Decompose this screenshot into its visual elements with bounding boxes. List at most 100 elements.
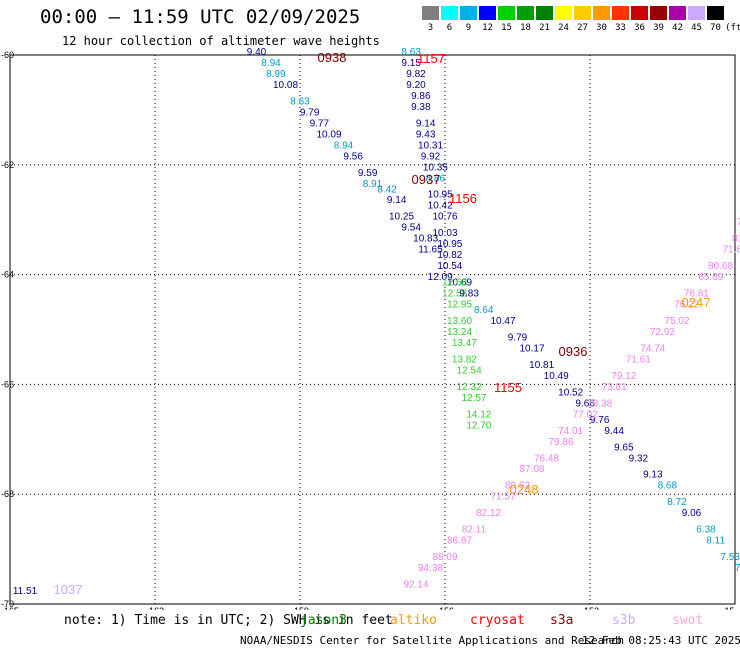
legend-label: 27 [577, 23, 588, 33]
wave-height-label: 7.53 [720, 552, 740, 563]
wave-height-label: 8.11 [706, 536, 725, 547]
wave-height-label: 77.02 [573, 409, 598, 420]
lon-tick-label: -15 [721, 606, 734, 610]
lat-tick-label: -66 [1, 379, 14, 389]
map-subtitle: 12 hour collection of altimeter wave hei… [62, 34, 380, 48]
wave-height-label: 13.82 [452, 354, 477, 365]
wave-height-label: 10.82 [437, 250, 462, 261]
wave-height-label: 10.09 [316, 129, 341, 140]
legend-label: 21 [539, 23, 550, 33]
wave-height-label: 13.60 [447, 316, 472, 327]
legend-label: 30 [596, 23, 607, 33]
wave-height-label: 9.43 [416, 129, 436, 140]
legend-swatch [574, 6, 591, 20]
wave-height-label: 14.12 [466, 409, 491, 420]
wave-height-label: 10.95 [437, 239, 462, 250]
wave-height-label: 65.89 [698, 272, 723, 283]
legend-label: 18 [520, 23, 531, 33]
wave-height-label: 80.68 [708, 261, 733, 272]
legend-swatch [631, 6, 648, 20]
wave-height-label: 10.35 [423, 162, 448, 173]
wave-height-label: 9.14 [387, 195, 407, 206]
wave-height-label: 8.86 [426, 173, 446, 184]
wave-height-label: 11.51 [13, 586, 38, 597]
wave-height-label: 8.72 [667, 497, 687, 508]
satellite-jason3: jason3 [300, 613, 347, 628]
wave-height-label: 10.31 [418, 140, 443, 151]
pass-time-label: 0247 [682, 295, 711, 310]
wave-height-label: 12.68 [442, 278, 467, 289]
wave-height-label: 9.83 [459, 289, 479, 300]
wave-height-label: 73.94 [737, 217, 740, 228]
wave-height-label: 9.20 [406, 80, 426, 91]
wave-height-label: 8.42 [377, 184, 397, 195]
wave-height-label: 86.87 [447, 536, 472, 547]
wave-height-label: 9.40 [247, 47, 267, 58]
lat-tick-label: -70 [1, 599, 14, 609]
wave-height-label: 12.70 [466, 420, 491, 431]
wave-height-label: 9.13 [643, 470, 663, 481]
wave-height-label: 88.09 [432, 552, 457, 563]
wave-height-label: 9.14 [416, 118, 436, 129]
wave-height-label: 9.92 [421, 151, 441, 162]
wave-height-label: 9.65 [614, 442, 634, 453]
wave-height-label: 10.95 [428, 190, 453, 201]
wave-height-label: 74.01 [558, 426, 583, 437]
wave-height-label: 9.32 [629, 453, 649, 464]
wave-height-label: 9.82 [406, 69, 426, 80]
altimeter-tracks: 9.408.948.9910.088.639.799.7710.098.949.… [247, 47, 740, 591]
wave-height-label: 7.62 [735, 563, 740, 574]
wave-height-label: 94.38 [418, 563, 443, 574]
wave-height-label: 8.63 [401, 47, 421, 58]
credit-line: NOAA/NESDIS Center for Satellite Applica… [240, 634, 625, 647]
wave-height-label: 74.74 [640, 343, 665, 354]
wave-height-map: -165 -162 -159 -156 -153 -15 -60 -62 -64 -66 -68 -7… [1, 47, 740, 610]
wave-height-label: 9.56 [343, 151, 363, 162]
wave-height-label: 10.08 [273, 80, 298, 91]
wave-height-label: 10.69 [447, 278, 472, 289]
wave-height-label: 10.49 [544, 371, 569, 382]
wave-height-label: 10.42 [428, 201, 453, 212]
wave-height-label: 9.79 [300, 107, 320, 118]
pass-time-label: 1155 [494, 380, 522, 395]
pass-time-label: 1156 [449, 191, 477, 206]
wave-height-label: 9.15 [401, 58, 421, 69]
pass-time-label: 0937 [412, 172, 441, 187]
map-grid: -165 -162 -159 -156 -153 -15 -60 -62 -64 -66 -68 -7… [1, 50, 736, 610]
time-labels: 0938 1157 0937 1156 0936 1155 0247 0248 1037 11.5… [13, 50, 711, 597]
lat-tick-label: -62 [1, 160, 14, 170]
legend-swatch [498, 6, 515, 20]
legend-label: 12 [482, 23, 493, 33]
legend-label: 33 [615, 23, 626, 33]
lat-tick-label: -64 [1, 270, 14, 280]
wave-height-label: 76.22 [674, 300, 699, 311]
lon-tick-label: -165 [1, 606, 19, 610]
wave-height-label: 8.64 [474, 305, 494, 316]
pass-time-label: 0938 [318, 50, 347, 65]
wave-height-label: 10.54 [437, 261, 462, 272]
wave-height-label: 72.92 [650, 327, 675, 338]
lon-tick-label: -153 [581, 606, 599, 610]
wave-height-label: 10.76 [432, 212, 457, 223]
wave-height-label: 92.14 [403, 580, 428, 591]
legend-unit: (ft) [725, 23, 740, 33]
wave-height-label: 82.12 [476, 508, 501, 519]
legend-swatch [479, 6, 496, 20]
legend-label: 3 [427, 23, 434, 33]
wave-height-label: 12.54 [457, 365, 482, 376]
legend-swatch [707, 6, 724, 20]
wave-height-label: 12.95 [447, 300, 472, 311]
satellite-s3b: s3b [612, 613, 636, 628]
wave-height-label: 8.99 [266, 69, 286, 80]
wave-height-label: 13.47 [452, 338, 477, 349]
wave-height-label: 71.57 [490, 492, 515, 503]
wave-height-label: 13.24 [447, 327, 472, 338]
legend-swatch [669, 6, 686, 20]
map-title: 00:00 – 11:59 UTC 02/09/2025 [40, 6, 361, 28]
satellite-s3a: s3a [550, 613, 574, 628]
wave-height-label: 87.08 [519, 464, 544, 475]
wave-height-label: 8.94 [334, 140, 354, 151]
wave-height-label: 79.12 [611, 371, 636, 382]
wave-height-label: 12.58 [442, 289, 467, 300]
satellite-altiko: altiko [390, 613, 437, 628]
